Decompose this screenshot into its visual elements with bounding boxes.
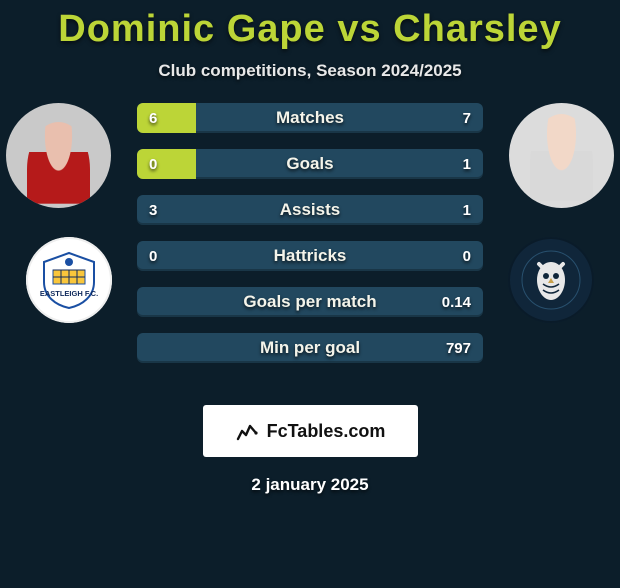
source-site-text: FcTables.com — [267, 421, 386, 442]
stat-value-right: 1 — [463, 195, 471, 225]
stat-row: 3 1Assists — [137, 195, 483, 225]
source-badge: FcTables.com — [203, 405, 418, 457]
stat-value-right: 1 — [463, 149, 471, 179]
oldham-owl-icon — [521, 250, 581, 310]
comparison-title: Dominic Gape vs Charsley — [0, 8, 620, 51]
stat-value-left: 0 — [149, 149, 157, 179]
stat-value-left: 6 — [149, 103, 157, 133]
stat-label: Min per goal — [137, 333, 483, 363]
player-right-avatar — [509, 103, 614, 208]
chart-area: EASTLEIGH F.C. 67Matches01Goals31Assists… — [0, 103, 620, 393]
player-left-avatar — [6, 103, 111, 208]
stat-value-left: 0 — [149, 241, 157, 271]
fctables-logo-icon — [235, 419, 259, 443]
stat-left-fill — [137, 103, 196, 133]
stat-value-right: 0.14 — [442, 287, 471, 317]
stat-value-right: 0 — [463, 241, 471, 271]
stat-row: 67Matches — [137, 103, 483, 133]
stat-row: 0.14Goals per match — [137, 287, 483, 317]
stat-value-right: 797 — [446, 333, 471, 363]
stat-bars: 67Matches01Goals31Assists00Hattricks0.14… — [137, 103, 483, 379]
svg-text:EASTLEIGH F.C.: EASTLEIGH F.C. — [40, 289, 98, 298]
stat-label: Assists — [137, 195, 483, 225]
stat-left-fill — [137, 149, 196, 179]
comparison-subtitle: Club competitions, Season 2024/2025 — [0, 61, 620, 81]
stat-value-right: 7 — [463, 103, 471, 133]
generation-date: 2 january 2025 — [0, 475, 620, 495]
player-right-club-badge — [508, 237, 594, 323]
stat-row: 797Min per goal — [137, 333, 483, 363]
stat-row: 0 0Hattricks — [137, 241, 483, 271]
eastleigh-crest-icon: EASTLEIGH F.C. — [39, 250, 99, 310]
stat-label: Hattricks — [137, 241, 483, 271]
stat-row: 01Goals — [137, 149, 483, 179]
stat-value-left: 3 — [149, 195, 157, 225]
player-left-club-badge: EASTLEIGH F.C. — [26, 237, 112, 323]
stat-label: Goals per match — [137, 287, 483, 317]
